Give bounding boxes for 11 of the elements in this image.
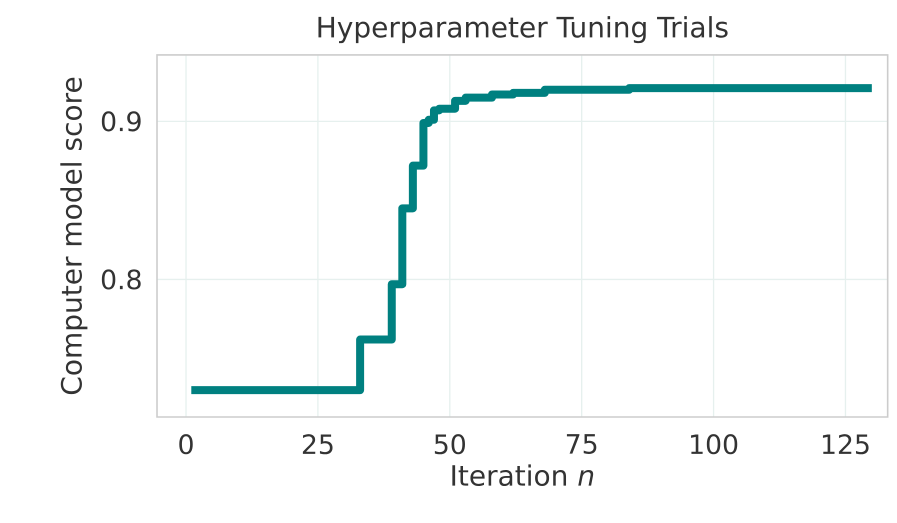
chart-title: Hyperparameter Tuning Trials: [318, 16, 728, 44]
x-tick-label: 0: [179, 434, 193, 454]
x-tick-label: 75: [566, 434, 596, 454]
y-axis-title: Computer model score: [60, 78, 88, 394]
x-axis-title: Iteration n: [452, 464, 594, 486]
y-tick-label: 0.9: [102, 111, 141, 132]
x-tick-label: 125: [822, 434, 869, 454]
x-tick-label: 25: [302, 434, 333, 454]
y-tick-label: 0.8: [102, 269, 141, 290]
x-tick-label: 50: [434, 434, 465, 454]
x-tick-label: 100: [691, 434, 738, 454]
